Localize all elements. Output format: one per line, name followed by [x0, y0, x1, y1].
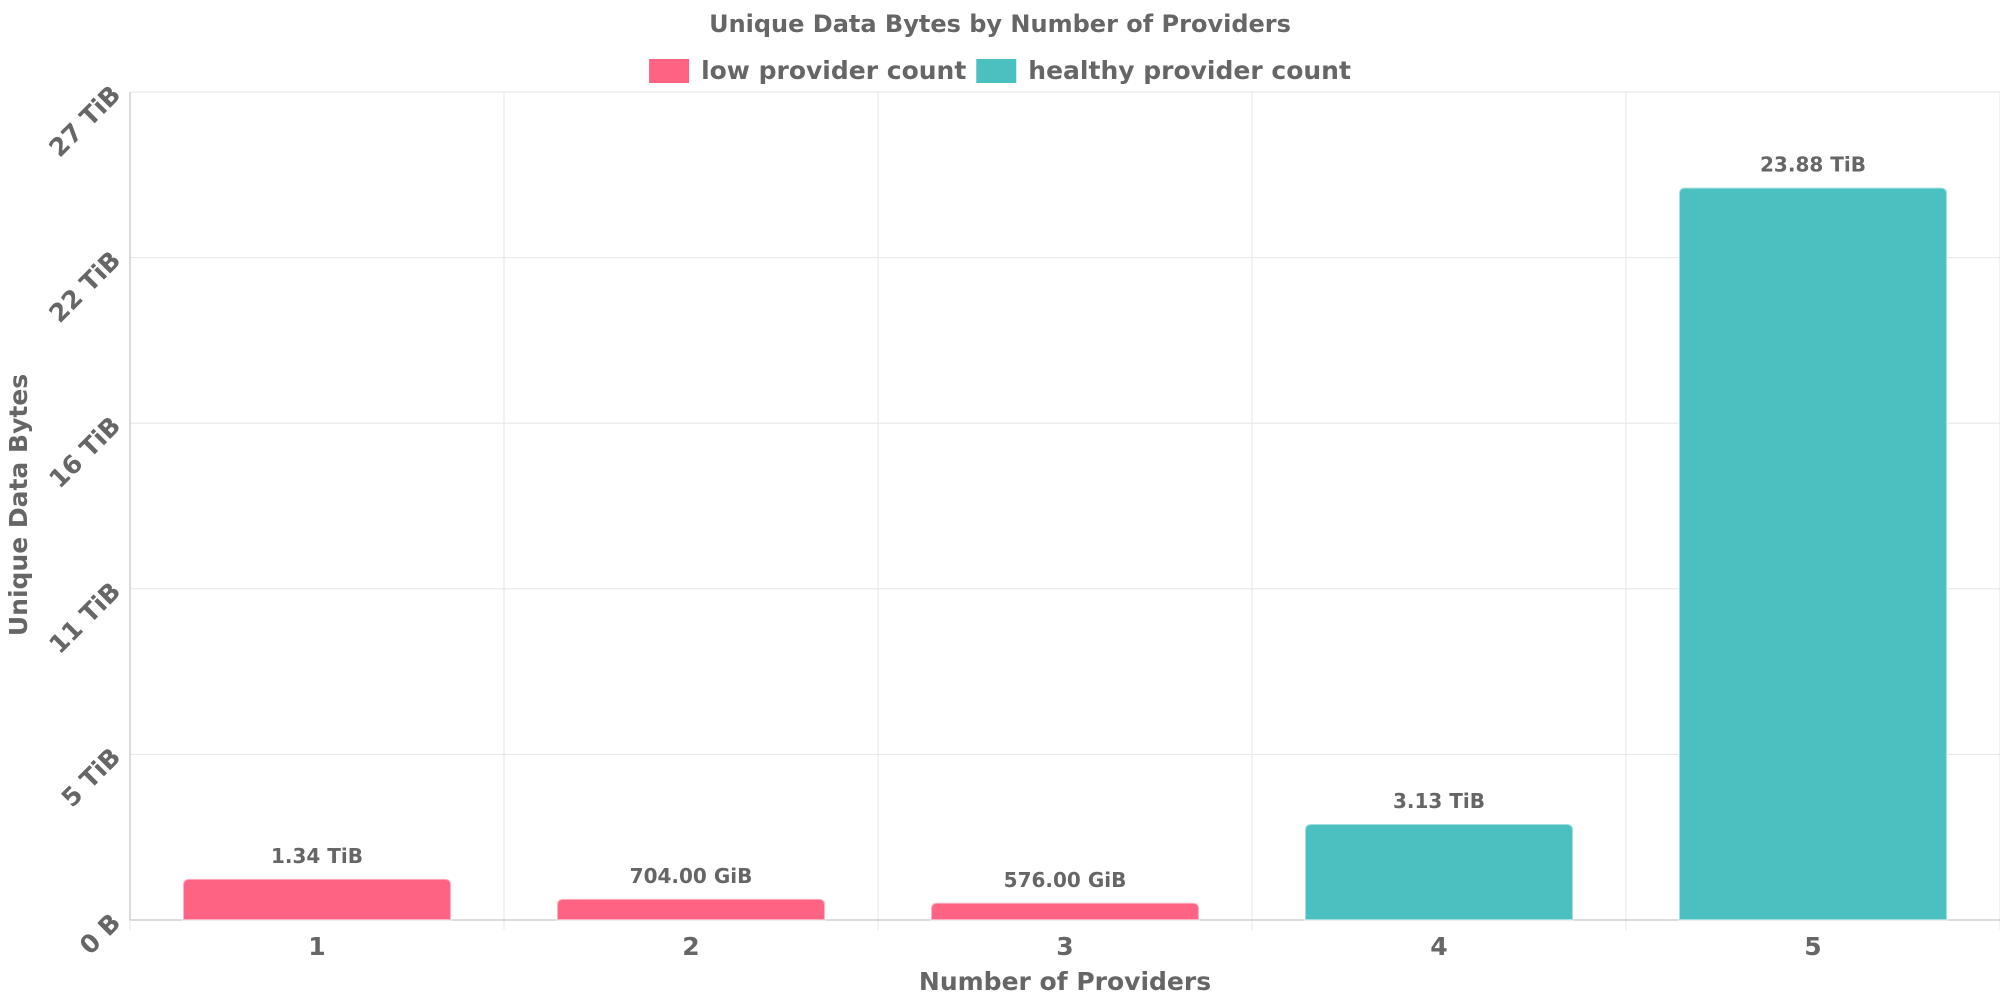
- legend-swatch: [976, 59, 1017, 83]
- legend-item[interactable]: low provider count: [649, 56, 966, 85]
- y-tick-label: 22 TiB: [43, 245, 126, 328]
- chart-title: Unique Data Bytes by Number of Providers: [709, 10, 1291, 38]
- x-tick-label: 2: [682, 932, 699, 961]
- legend-label: healthy provider count: [1028, 56, 1351, 85]
- data-label-3: 576.00 GiB: [1004, 868, 1127, 892]
- y-tick-label: 0 B: [74, 908, 126, 960]
- x-axis-ticks: 1 2 3 4 5: [308, 932, 1821, 961]
- legend-label: low provider count: [701, 56, 966, 85]
- data-label-2: 704.00 GiB: [630, 864, 753, 888]
- x-tick-label: 5: [1804, 932, 1821, 961]
- data-labels: 1.34 TiB 704.00 GiB 576.00 GiB 3.13 TiB 23.8…: [271, 153, 1866, 892]
- y-axis-label: Unique Data Bytes: [4, 374, 33, 636]
- data-label-4: 3.13 TiB: [1393, 789, 1485, 813]
- y-tick-label: 5 TiB: [56, 742, 127, 813]
- data-label-5: 23.88 TiB: [1760, 153, 1866, 177]
- bar-2[interactable]: [556, 897, 826, 921]
- x-tick-label: 1: [308, 932, 325, 961]
- legend-swatch: [649, 59, 690, 83]
- x-tick-label: 4: [1430, 932, 1447, 961]
- x-tick-label: 3: [1056, 932, 1073, 961]
- bars: [182, 186, 1948, 921]
- legend-item[interactable]: healthy provider count: [976, 56, 1351, 85]
- bar-4[interactable]: [1304, 823, 1574, 921]
- data-label-1: 1.34 TiB: [271, 844, 363, 868]
- x-axis-label: Number of Providers: [919, 967, 1211, 996]
- y-tick-label: 16 TiB: [43, 411, 126, 494]
- legend: low provider count healthy provider count: [649, 56, 1351, 85]
- bar-1[interactable]: [182, 877, 452, 921]
- y-tick-label: 27 TiB: [43, 80, 126, 163]
- y-axis-ticks: 0 B 5 TiB 11 TiB 16 TiB 22 TiB 27 TiB: [43, 80, 126, 960]
- y-tick-label: 11 TiB: [43, 577, 126, 660]
- bar-3[interactable]: [930, 901, 1200, 921]
- bar-5[interactable]: [1678, 186, 1948, 921]
